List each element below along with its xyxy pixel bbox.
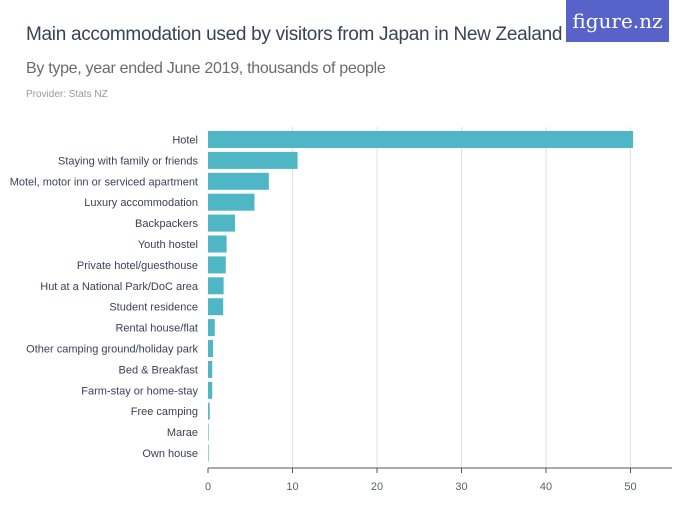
x-tick-label: 0 bbox=[205, 481, 211, 493]
bar bbox=[208, 444, 209, 462]
category-label: Farm-stay or home-stay bbox=[81, 385, 198, 397]
bar bbox=[208, 193, 255, 211]
x-tick-label: 40 bbox=[540, 481, 552, 493]
category-label: Free camping bbox=[131, 406, 198, 418]
bar bbox=[208, 131, 634, 148]
category-label: Backpackers bbox=[135, 218, 198, 230]
category-label: Staying with family or friends bbox=[58, 155, 198, 167]
category-label: Marae bbox=[167, 427, 198, 439]
category-label: Rental house/flat bbox=[115, 323, 198, 335]
category-label: Bed & Breakfast bbox=[119, 364, 199, 376]
category-label: Student residence bbox=[109, 302, 198, 314]
x-tick-label: 30 bbox=[455, 481, 467, 493]
x-tick-label: 20 bbox=[371, 481, 383, 493]
provider-text: Provider: Stats NZ bbox=[26, 89, 108, 100]
bar bbox=[208, 423, 209, 441]
bar bbox=[208, 360, 213, 378]
category-label: Hut at a National Park/DoC area bbox=[40, 281, 199, 293]
bar bbox=[208, 402, 210, 420]
x-tick-label: 10 bbox=[286, 481, 298, 493]
bar bbox=[208, 340, 214, 357]
bar bbox=[208, 298, 224, 316]
bar bbox=[208, 256, 226, 274]
bar bbox=[208, 151, 298, 169]
chart-title: Main accommodation used by visitors from… bbox=[26, 24, 563, 45]
x-tick-label: 50 bbox=[624, 481, 636, 493]
bar bbox=[208, 214, 236, 232]
category-label: Luxury accommodation bbox=[84, 197, 198, 209]
category-label: Other camping ground/holiday park bbox=[26, 344, 198, 356]
category-label: Private hotel/guesthouse bbox=[77, 260, 198, 272]
category-label: Motel, motor inn or serviced apartment bbox=[10, 176, 198, 188]
bar bbox=[208, 277, 224, 295]
figure-nz-logo[interactable]: figure.nz bbox=[566, 0, 669, 42]
category-label: Hotel bbox=[172, 135, 198, 147]
category-label: Own house bbox=[142, 448, 198, 460]
bar bbox=[208, 172, 269, 190]
chart-subtitle: By type, year ended June 2019, thousands… bbox=[26, 60, 386, 77]
bar bbox=[208, 319, 215, 337]
bar bbox=[208, 235, 227, 253]
bar bbox=[208, 381, 213, 399]
category-label: Youth hostel bbox=[138, 239, 198, 251]
